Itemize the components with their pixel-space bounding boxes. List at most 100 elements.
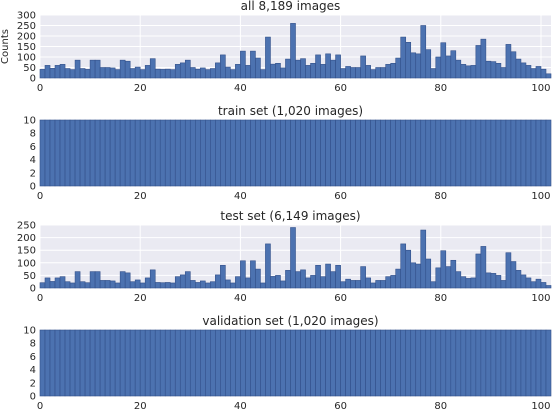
bar bbox=[114, 69, 121, 79]
bar bbox=[49, 329, 56, 397]
bar bbox=[340, 119, 346, 187]
bar bbox=[54, 65, 61, 79]
y-tick-label: 2 bbox=[30, 378, 36, 389]
bar bbox=[505, 44, 512, 79]
bar bbox=[99, 280, 106, 289]
x-tick-label: 0 bbox=[37, 293, 43, 304]
bar bbox=[245, 65, 251, 79]
bar bbox=[375, 67, 381, 79]
bar bbox=[305, 277, 311, 289]
bar bbox=[104, 67, 111, 79]
bar bbox=[210, 281, 216, 289]
bar bbox=[510, 119, 517, 187]
bar bbox=[164, 329, 171, 397]
bar bbox=[124, 329, 131, 397]
bar bbox=[179, 329, 186, 397]
bar bbox=[84, 282, 91, 289]
x-tick-label: 80 bbox=[434, 191, 447, 202]
bar bbox=[390, 275, 397, 289]
bar bbox=[310, 275, 316, 289]
bar bbox=[255, 268, 261, 289]
bar bbox=[270, 329, 276, 397]
bar bbox=[144, 65, 151, 79]
bar bbox=[280, 280, 286, 289]
bar bbox=[119, 59, 126, 79]
bar bbox=[450, 50, 457, 79]
bar bbox=[400, 329, 407, 397]
bar bbox=[275, 119, 281, 187]
bar bbox=[305, 65, 311, 79]
bar bbox=[375, 119, 381, 187]
bar bbox=[250, 50, 256, 79]
bar bbox=[74, 271, 81, 289]
bar bbox=[240, 329, 246, 397]
bar bbox=[305, 329, 311, 397]
y-tick-label: 100 bbox=[17, 258, 36, 269]
bar bbox=[355, 119, 361, 187]
bar bbox=[290, 329, 296, 397]
y-tick-label: 250 bbox=[17, 221, 36, 232]
y-tick-label: 150 bbox=[17, 42, 36, 53]
bar bbox=[205, 282, 211, 289]
bar bbox=[390, 329, 397, 397]
bar bbox=[99, 67, 106, 79]
bar bbox=[455, 329, 462, 397]
bar bbox=[124, 272, 131, 289]
bar bbox=[395, 57, 402, 79]
bar bbox=[134, 329, 141, 397]
bar bbox=[515, 58, 522, 79]
bar bbox=[410, 329, 417, 397]
bar bbox=[540, 329, 547, 397]
y-tick-label: 6 bbox=[30, 352, 36, 363]
bar bbox=[149, 329, 156, 397]
bar bbox=[290, 23, 296, 79]
bar bbox=[69, 119, 76, 187]
bar bbox=[149, 58, 156, 79]
bar bbox=[270, 119, 276, 187]
x-tick-label: 80 bbox=[434, 401, 447, 411]
bar bbox=[405, 119, 412, 187]
bar bbox=[420, 329, 427, 397]
bar bbox=[129, 68, 136, 79]
bar bbox=[535, 329, 542, 397]
bar bbox=[169, 282, 176, 289]
bar bbox=[330, 119, 336, 187]
y-tick-label: 2 bbox=[30, 168, 36, 179]
bar bbox=[69, 329, 76, 397]
x-tick-label: 100 bbox=[531, 401, 550, 411]
bar bbox=[430, 119, 437, 187]
bar bbox=[510, 51, 517, 79]
bar bbox=[285, 329, 291, 397]
bar bbox=[230, 119, 236, 187]
bar bbox=[320, 119, 326, 187]
bar bbox=[390, 119, 397, 187]
bar bbox=[64, 329, 71, 397]
y-tick-label: 8 bbox=[30, 339, 36, 350]
bar bbox=[470, 277, 477, 289]
bar bbox=[44, 277, 51, 289]
bar bbox=[240, 260, 246, 289]
bar bbox=[295, 329, 301, 397]
bar bbox=[169, 329, 176, 397]
bar bbox=[525, 65, 532, 79]
bar bbox=[295, 271, 301, 289]
bar bbox=[230, 329, 236, 397]
bar bbox=[225, 329, 231, 397]
bar bbox=[425, 49, 432, 79]
bar bbox=[270, 276, 276, 289]
bar bbox=[370, 69, 376, 79]
bar bbox=[164, 282, 171, 289]
bar bbox=[330, 271, 336, 289]
bar bbox=[405, 249, 412, 289]
bar bbox=[485, 119, 492, 187]
bar bbox=[144, 277, 151, 289]
y-tick-label: 50 bbox=[23, 271, 36, 282]
bar bbox=[385, 329, 391, 397]
bar bbox=[265, 36, 271, 79]
bar bbox=[205, 69, 211, 79]
bar bbox=[535, 119, 542, 187]
bar bbox=[530, 329, 537, 397]
bar bbox=[345, 278, 351, 289]
bar bbox=[455, 119, 462, 187]
bar bbox=[350, 67, 356, 79]
